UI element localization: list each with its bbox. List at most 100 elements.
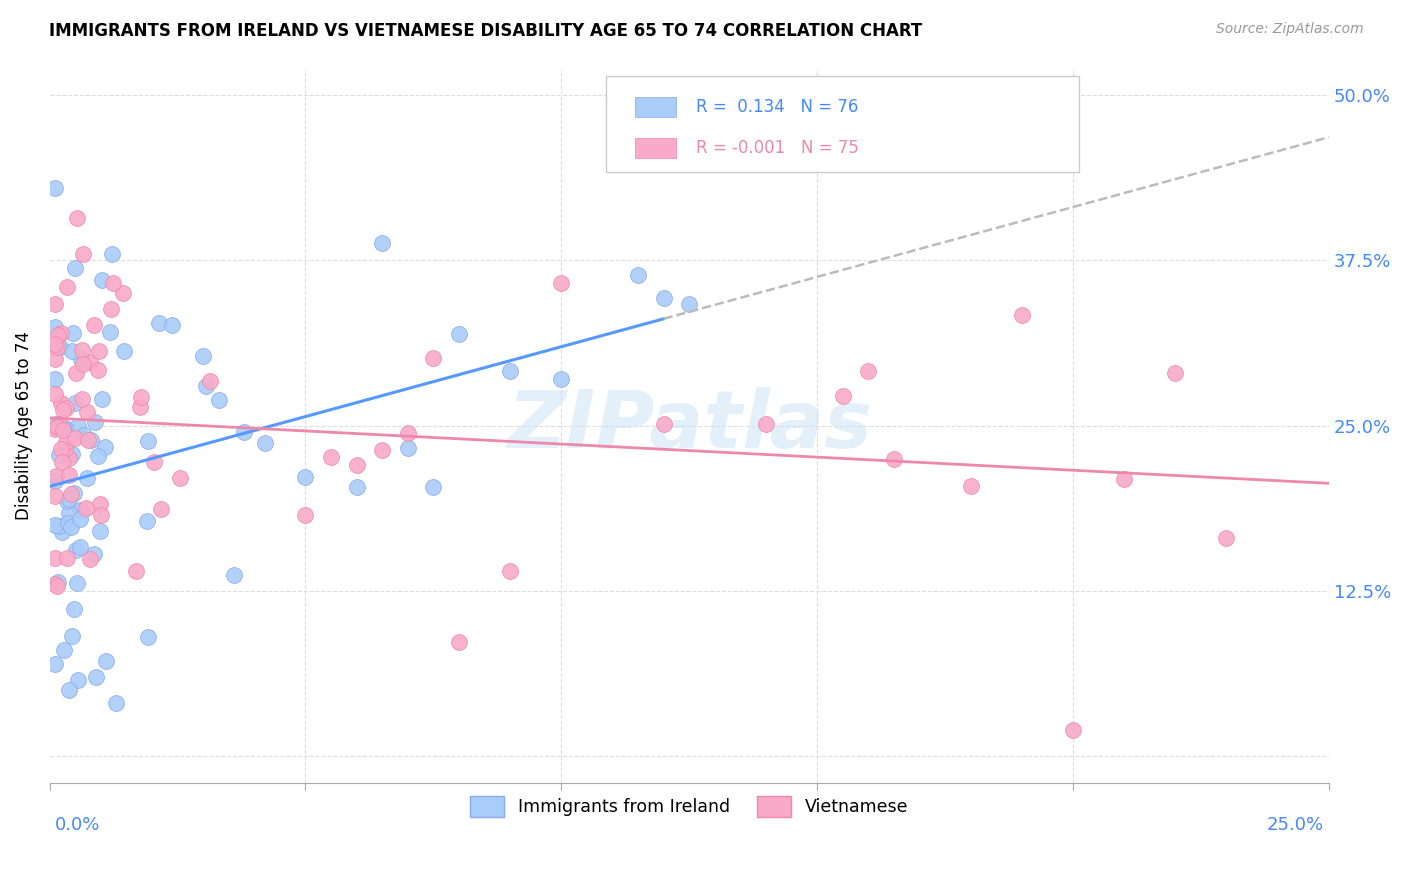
Point bbox=[86, 363, 108, 377]
Point bbox=[100, 301, 122, 316]
Point bbox=[90, 392, 112, 407]
Point bbox=[44, 352, 66, 367]
Point bbox=[67, 418, 90, 433]
Point bbox=[1114, 472, 1136, 486]
Point bbox=[53, 421, 76, 435]
Point bbox=[499, 564, 522, 578]
Point bbox=[58, 450, 80, 465]
Point bbox=[98, 325, 121, 339]
Point bbox=[499, 364, 522, 378]
Point bbox=[294, 470, 316, 484]
Point bbox=[48, 518, 70, 533]
Point bbox=[222, 568, 245, 582]
Point bbox=[52, 403, 75, 417]
Point bbox=[56, 280, 79, 294]
Point bbox=[58, 683, 80, 698]
Point bbox=[53, 442, 76, 457]
Point bbox=[83, 547, 105, 561]
Point bbox=[319, 450, 342, 464]
Point bbox=[66, 673, 89, 688]
Text: 0.0%: 0.0% bbox=[55, 815, 100, 834]
Point bbox=[44, 296, 66, 310]
Point bbox=[44, 372, 66, 386]
Point bbox=[148, 316, 170, 330]
Point bbox=[136, 434, 159, 448]
Point bbox=[44, 337, 66, 351]
Point bbox=[396, 426, 419, 441]
Point bbox=[63, 602, 86, 616]
Point bbox=[169, 471, 191, 485]
Point bbox=[55, 401, 77, 416]
Point bbox=[755, 417, 778, 432]
Point bbox=[233, 425, 256, 439]
Point bbox=[52, 643, 75, 657]
Point bbox=[75, 500, 97, 515]
Point bbox=[550, 372, 572, 386]
Point bbox=[87, 450, 110, 464]
Point bbox=[44, 180, 66, 194]
Point bbox=[44, 319, 66, 334]
Point bbox=[83, 318, 105, 333]
Point bbox=[105, 696, 128, 710]
FancyBboxPatch shape bbox=[606, 76, 1080, 172]
Point bbox=[80, 433, 103, 447]
Point bbox=[70, 392, 93, 407]
Point bbox=[90, 508, 112, 523]
Point bbox=[79, 552, 101, 566]
Point bbox=[422, 351, 444, 365]
Point bbox=[58, 468, 80, 483]
Point bbox=[73, 428, 96, 442]
Point bbox=[371, 235, 394, 250]
Point bbox=[63, 486, 86, 500]
Point bbox=[48, 448, 70, 462]
Text: Source: ZipAtlas.com: Source: ZipAtlas.com bbox=[1216, 22, 1364, 37]
Point bbox=[44, 518, 66, 533]
Point bbox=[84, 670, 107, 684]
Point bbox=[112, 344, 135, 359]
Point bbox=[51, 396, 73, 410]
Point bbox=[55, 434, 77, 449]
Point bbox=[70, 504, 93, 518]
Point bbox=[45, 468, 67, 483]
Point bbox=[294, 508, 316, 523]
Text: 25.0%: 25.0% bbox=[1267, 815, 1323, 834]
Point bbox=[56, 494, 79, 508]
Point bbox=[1164, 366, 1187, 380]
Point bbox=[96, 654, 118, 668]
Point bbox=[627, 268, 650, 282]
Point bbox=[131, 390, 153, 404]
Point bbox=[652, 417, 675, 431]
Point bbox=[198, 374, 221, 388]
Point bbox=[60, 520, 83, 534]
Point bbox=[89, 524, 111, 539]
Point bbox=[371, 443, 394, 458]
Point bbox=[125, 564, 148, 578]
Point bbox=[58, 492, 80, 507]
Point bbox=[46, 574, 69, 589]
Point bbox=[959, 479, 981, 493]
Point bbox=[831, 389, 853, 403]
Point bbox=[51, 442, 73, 456]
Legend: Immigrants from Ireland, Vietnamese: Immigrants from Ireland, Vietnamese bbox=[463, 789, 915, 824]
Point bbox=[89, 497, 111, 511]
Point bbox=[162, 318, 184, 333]
Point bbox=[69, 503, 91, 517]
Point bbox=[44, 550, 66, 565]
Point bbox=[128, 401, 150, 415]
Point bbox=[52, 424, 75, 438]
Point bbox=[72, 246, 94, 260]
Point bbox=[135, 514, 157, 528]
Point bbox=[65, 366, 87, 380]
Point bbox=[76, 471, 98, 485]
Text: ZIPatlas: ZIPatlas bbox=[506, 386, 872, 465]
Point bbox=[44, 577, 66, 591]
Point bbox=[422, 480, 444, 494]
Point bbox=[66, 211, 89, 226]
Point bbox=[46, 339, 69, 353]
Point bbox=[46, 328, 69, 343]
Point bbox=[1215, 531, 1237, 545]
Point bbox=[346, 479, 368, 493]
Point bbox=[44, 422, 66, 436]
Point bbox=[63, 431, 86, 445]
Point bbox=[91, 273, 114, 287]
